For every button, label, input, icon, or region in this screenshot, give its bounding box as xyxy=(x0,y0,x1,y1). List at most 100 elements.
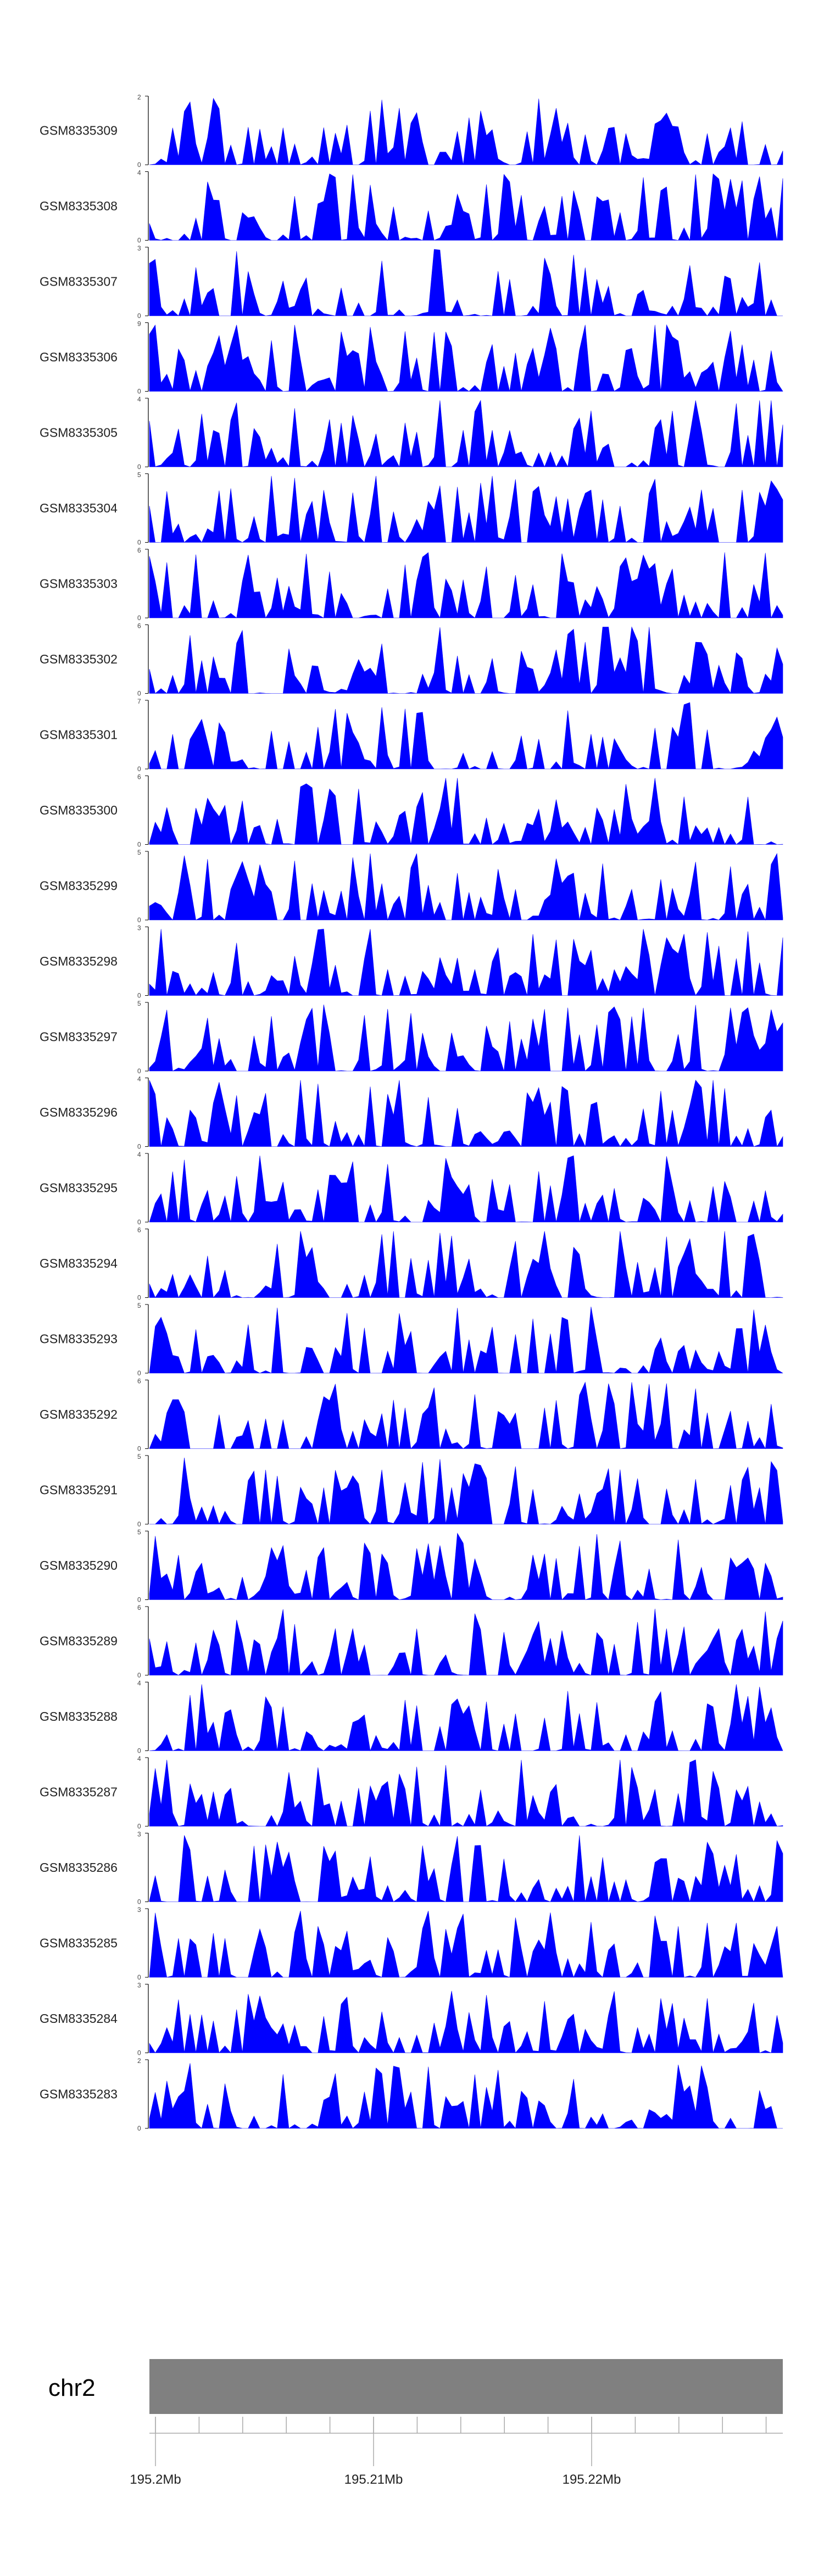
coverage-area xyxy=(149,1004,783,1072)
coverage-area xyxy=(149,476,783,543)
y-tick-min: 0 xyxy=(137,1822,141,1830)
y-tick-min: 0 xyxy=(137,841,141,849)
y-tick-max: 2 xyxy=(137,93,141,101)
track-label: GSM8335284 xyxy=(40,2011,118,2026)
coverage-tracks: GSM833530920GSM833530840GSM833530730GSM8… xyxy=(40,93,783,2132)
track-GSM8335292: GSM8335292 6 0 xyxy=(40,1378,783,1453)
coverage-area xyxy=(149,1910,783,1978)
track-label: GSM8335306 xyxy=(40,350,118,364)
track-GSM8335294: GSM8335294 6 0 xyxy=(40,1226,783,1302)
y-tick-max: 6 xyxy=(137,622,141,630)
track-label: GSM8335283 xyxy=(40,2087,118,2101)
y-tick-min: 0 xyxy=(137,916,141,924)
y-tick-max: 3 xyxy=(137,1982,141,1989)
track-label: GSM8335288 xyxy=(40,1709,118,1724)
y-tick-min: 0 xyxy=(137,1445,141,1453)
coverage-area xyxy=(149,626,783,694)
track-GSM8335309: GSM8335309 2 0 xyxy=(40,93,783,169)
genome-tick-label: 195.21Mb xyxy=(344,2472,403,2487)
y-tick-max: 4 xyxy=(137,169,141,177)
y-tick-max: 6 xyxy=(137,547,141,554)
y-tick-min: 0 xyxy=(137,992,141,1000)
track-GSM8335305: GSM8335305 4 0 xyxy=(40,395,783,471)
coverage-area xyxy=(149,1608,783,1676)
track-GSM8335308: GSM8335308 4 0 xyxy=(40,169,783,244)
track-GSM8335291: GSM8335291 5 0 xyxy=(40,1453,783,1528)
track-GSM8335301: GSM8335301 7 0 xyxy=(40,698,783,773)
track-GSM8335284: GSM8335284 3 0 xyxy=(40,1982,783,2057)
track-GSM8335285: GSM8335285 3 0 xyxy=(40,1906,783,1981)
track-GSM8335288: GSM8335288 4 0 xyxy=(40,1680,783,1755)
coverage-area xyxy=(149,1231,783,1298)
y-tick-max: 5 xyxy=(137,471,141,479)
track-label: GSM8335297 xyxy=(40,1030,118,1044)
coverage-area xyxy=(149,778,783,845)
coverage-area xyxy=(149,1079,783,1147)
y-tick-max: 6 xyxy=(137,1226,141,1234)
y-tick-min: 0 xyxy=(137,765,141,773)
coverage-area xyxy=(149,1990,783,2054)
y-tick-max: 6 xyxy=(137,1378,141,1385)
track-label: GSM8335304 xyxy=(40,501,118,515)
chromosome-ideogram: chr2 195.2Mb 195.21Mb 195.22Mb xyxy=(48,2359,783,2487)
chromosome-bar xyxy=(149,2359,783,2414)
coverage-area xyxy=(149,1835,783,1903)
track-label: GSM8335294 xyxy=(40,1256,118,1270)
y-tick-min: 0 xyxy=(137,1520,141,1528)
coverage-area xyxy=(149,324,783,392)
coverage-area xyxy=(149,2063,783,2129)
coverage-area xyxy=(149,702,783,770)
y-tick-max: 9 xyxy=(137,320,141,328)
y-tick-min: 0 xyxy=(137,463,141,471)
chromosome-label: chr2 xyxy=(48,2374,96,2401)
y-tick-min: 0 xyxy=(137,388,141,395)
track-label: GSM8335292 xyxy=(40,1407,118,1421)
track-label: GSM8335291 xyxy=(40,1483,118,1497)
track-GSM8335300: GSM8335300 6 0 xyxy=(40,773,783,849)
track-GSM8335307: GSM8335307 3 0 xyxy=(40,244,783,320)
track-label: GSM8335289 xyxy=(40,1634,118,1648)
track-GSM8335306: GSM8335306 9 0 xyxy=(40,320,783,395)
track-label: GSM8335307 xyxy=(40,275,118,289)
track-label: GSM8335286 xyxy=(40,1860,118,1875)
y-tick-max: 6 xyxy=(137,1604,141,1612)
genome-axis-ticks: 195.2Mb 195.21Mb 195.22Mb xyxy=(130,2417,767,2487)
y-tick-min: 0 xyxy=(137,1143,141,1151)
track-GSM8335293: GSM8335293 5 0 xyxy=(40,1302,783,1377)
y-tick-min: 0 xyxy=(137,1369,141,1377)
y-tick-max: 6 xyxy=(137,773,141,781)
coverage-area xyxy=(149,1381,783,1449)
track-GSM8335299: GSM8335299 5 0 xyxy=(40,849,783,924)
coverage-area xyxy=(149,1684,783,1752)
y-tick-min: 0 xyxy=(137,690,141,698)
track-label: GSM8335301 xyxy=(40,728,118,742)
track-label: GSM8335287 xyxy=(40,1785,118,1799)
y-tick-min: 0 xyxy=(137,1218,141,1226)
coverage-area xyxy=(149,98,783,165)
coverage-area xyxy=(149,173,783,241)
track-GSM8335283: GSM8335283 2 0 xyxy=(40,2057,783,2132)
y-tick-min: 0 xyxy=(137,1067,141,1075)
y-tick-max: 3 xyxy=(137,244,141,252)
coverage-area xyxy=(149,1457,783,1525)
track-GSM8335297: GSM8335297 5 0 xyxy=(40,1000,783,1075)
coverage-area xyxy=(149,1306,783,1374)
track-GSM8335286: GSM8335286 3 0 xyxy=(40,1831,783,1906)
y-tick-max: 3 xyxy=(137,1906,141,1914)
y-tick-min: 0 xyxy=(137,237,141,244)
track-GSM8335290: GSM8335290 5 0 xyxy=(40,1529,783,1604)
track-label: GSM8335300 xyxy=(40,803,118,817)
coverage-area xyxy=(149,399,783,468)
y-tick-min: 0 xyxy=(137,1747,141,1755)
y-tick-min: 0 xyxy=(137,1294,141,1302)
coverage-area xyxy=(149,1155,783,1223)
y-tick-min: 0 xyxy=(137,161,141,169)
y-tick-max: 5 xyxy=(137,1453,141,1460)
track-GSM8335295: GSM8335295 4 0 xyxy=(40,1151,783,1226)
track-GSM8335296: GSM8335296 4 0 xyxy=(40,1075,783,1151)
track-label: GSM8335285 xyxy=(40,1936,118,1950)
y-tick-max: 5 xyxy=(137,1302,141,1309)
y-tick-min: 0 xyxy=(137,1898,141,1906)
track-GSM8335289: GSM8335289 6 0 xyxy=(40,1604,783,1679)
